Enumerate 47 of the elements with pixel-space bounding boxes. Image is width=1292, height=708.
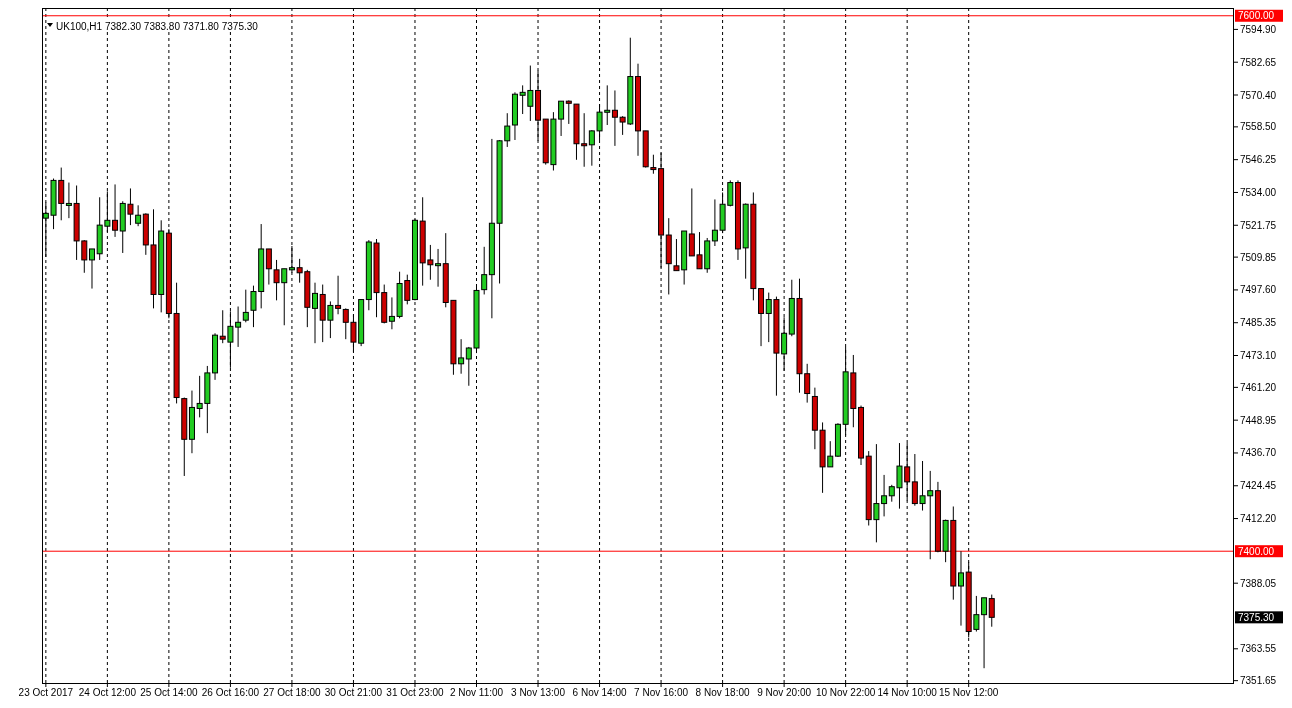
x-tick-label: 3 Nov 13:00 [511,687,566,698]
y-tick-label: 7534.00 [1240,186,1277,198]
y-tick-label: 7412.20 [1240,513,1277,525]
y-tick-label: 7570.40 [1240,89,1277,101]
y-tick-label: 7509.85 [1240,251,1277,263]
x-tick-label: 30 Oct 21:00 [324,687,383,698]
candlestick [481,246,488,295]
text: 7375.30 [1238,611,1275,623]
x-tick-label: 6 Nov 14:00 [572,687,627,698]
x-tick-label: 7 Nov 16:00 [634,687,689,698]
candlestick [265,248,272,286]
y-tick-label: 7582.65 [1240,56,1277,68]
candlestick [242,289,249,323]
y-tick-label: 7351.65 [1240,675,1277,687]
candlestick [88,248,95,290]
y-tick-label: 7546.25 [1240,154,1277,166]
x-tick-label: 27 Oct 18:00 [263,687,321,698]
candlestick [135,204,142,227]
y-tick-label: 7473.10 [1240,350,1277,361]
x-tick-label: 26 Oct 16:00 [201,687,260,698]
ref-line-label: 7600.00 [1238,10,1275,22]
candlestick [312,282,319,344]
x-tick-label: 10 Nov 22:00 [815,687,876,698]
y-tick-label: 7388.05 [1240,577,1277,589]
y-tick-label: 7521.75 [1240,219,1277,231]
x-tick-label: 31 Oct 23:00 [386,687,445,698]
y-tick-label: 7424.45 [1240,480,1277,492]
x-tick-label: 25 Oct 14:00 [140,687,198,698]
y-tick-label: 7363.55 [1240,643,1277,655]
y-tick-label: 7497.60 [1240,284,1277,296]
x-tick-label: 23 Oct 2017 [18,687,74,698]
y-tick-label: 7558.50 [1240,121,1277,133]
y-tick-label: 7448.95 [1240,414,1277,426]
x-tick-label: 8 Nov 18:00 [695,687,750,698]
x-tick-label: 9 Nov 20:00 [757,687,812,698]
y-tick-label: 7485.35 [1240,317,1277,329]
candlestick [988,594,995,628]
x-tick-label: 14 Nov 10:00 [877,687,938,698]
y-tick-label: 7436.70 [1240,447,1277,459]
ref-line-label: 7400.00 [1238,545,1275,557]
y-tick-label: 7594.90 [1240,23,1277,35]
x-tick-label: 2 Nov 11:00 [449,687,504,698]
text: UK100,H1 7382.30 7383.80 7371.80 7375.30 [56,21,259,32]
x-tick-label: 15 Nov 12:00 [938,687,999,698]
y-tick-label: 7461.20 [1240,381,1277,393]
x-tick-label: 24 Oct 12:00 [78,687,137,698]
candlestick [957,550,964,627]
